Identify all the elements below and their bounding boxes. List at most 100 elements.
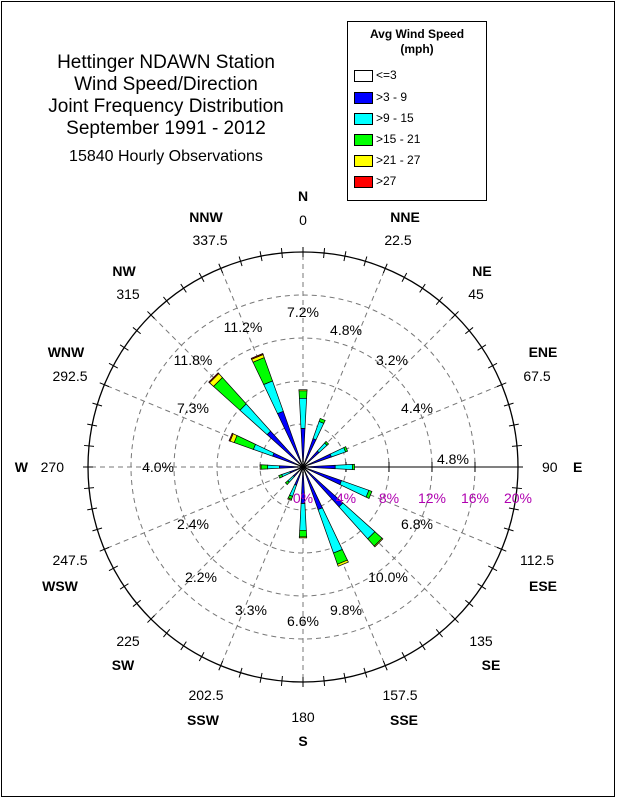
outer-tick	[180, 283, 187, 293]
outer-tick	[198, 651, 205, 662]
outer-tick	[218, 660, 224, 671]
legend-label: <=3	[376, 68, 397, 82]
outer-tick	[503, 527, 514, 532]
outer-tick	[511, 444, 522, 447]
petal-segment	[294, 470, 303, 486]
petal-NNE	[302, 417, 326, 468]
petal-segment	[299, 503, 307, 531]
direction-name-label: NNW	[189, 209, 223, 225]
subtitle: 15840 Hourly Observations	[69, 148, 263, 165]
petal-SE	[302, 466, 384, 548]
petal-segment	[324, 440, 330, 446]
petal-segment	[317, 507, 343, 554]
direction-percent-label: 6.8%	[401, 516, 433, 532]
petal-ESE	[302, 466, 373, 499]
legend: Avg Wind Speed (mph) <=3 >3 - 9 >9 - 15 …	[347, 21, 487, 201]
petal-segment	[279, 465, 298, 469]
petal-segment	[300, 428, 306, 462]
outer-tick	[218, 263, 224, 274]
radial-tick-label: 12%	[418, 490, 446, 506]
petal-segment	[252, 357, 273, 385]
outer-tick	[419, 641, 426, 651]
petal-segment	[298, 390, 308, 399]
outer-tick	[508, 507, 519, 511]
outer-tick	[323, 248, 326, 259]
direction-name-label: ENE	[529, 344, 558, 360]
petal-segment	[373, 537, 384, 548]
outer-tick	[496, 546, 507, 552]
outer-tick	[259, 251, 263, 262]
petal-segment	[329, 447, 347, 458]
outer-tick	[84, 487, 95, 490]
petal-segment	[263, 380, 284, 415]
petal-S	[298, 466, 308, 539]
outer-tick	[343, 672, 347, 683]
outer-tick	[323, 675, 326, 686]
outer-tick	[92, 527, 103, 532]
direction-name-label: S	[298, 733, 307, 749]
legend-label: >9 - 15	[376, 111, 414, 125]
radial-tick-label: 0%	[293, 490, 313, 506]
petal-segment	[352, 463, 355, 471]
direction-percent-label: 9.8%	[330, 602, 362, 618]
direction-name-label: WSW	[42, 578, 79, 594]
petal-segment	[298, 536, 308, 539]
outer-tick	[280, 248, 283, 259]
direction-name-label: ESE	[529, 578, 557, 594]
outer-tick	[487, 565, 498, 572]
outer-tick	[84, 444, 95, 447]
direction-name-label: NNE	[390, 209, 420, 225]
outer-tick	[119, 583, 129, 590]
legend-swatch	[354, 91, 373, 104]
petal-segment	[239, 403, 272, 436]
outer-tick	[238, 256, 243, 267]
direction-degree-label: 90	[542, 459, 558, 475]
direction-name-label: NE	[472, 263, 491, 279]
legend-item: >15 - 21	[354, 132, 420, 146]
direction-percent-label: 4.4%	[401, 400, 433, 416]
direction-percent-label: 11.2%	[224, 319, 263, 335]
direction-name-label: E	[573, 459, 582, 475]
outer-tick	[163, 629, 171, 638]
outer-tick	[259, 672, 263, 683]
legend-swatch	[354, 175, 373, 188]
outer-tick	[382, 660, 388, 671]
outer-tick	[465, 327, 474, 335]
direction-degree-label: 225	[116, 633, 140, 649]
direction-percent-label: 4.0%	[142, 459, 174, 475]
petal-segment	[287, 497, 292, 501]
outer-tick	[119, 344, 129, 351]
petal-segment	[336, 559, 349, 567]
petal-segment	[343, 446, 349, 453]
outer-tick	[99, 546, 110, 552]
outer-tick	[451, 615, 459, 623]
petal-segment	[212, 376, 247, 411]
direction-name-label: SSW	[187, 712, 220, 728]
petal-segment	[250, 353, 264, 360]
outer-tick	[363, 256, 368, 267]
petal-segment	[284, 480, 290, 486]
direction-degree-label: 67.5	[523, 368, 550, 384]
outer-tick	[382, 263, 388, 274]
outer-tick	[343, 251, 347, 262]
outer-tick	[435, 296, 443, 305]
outer-tick	[92, 402, 103, 407]
petal-segment	[318, 417, 326, 424]
petal-segment	[308, 464, 336, 470]
direction-percent-label: 2.4%	[177, 516, 209, 532]
outer-tick	[419, 283, 426, 293]
direction-percent-label: 4.8%	[437, 451, 469, 467]
legend-swatch	[354, 112, 373, 125]
direction-degree-label: 247.5	[52, 552, 87, 568]
petal-NE	[302, 440, 330, 468]
direction-percent-label: 3.2%	[376, 352, 408, 368]
legend-item: >27	[354, 174, 396, 188]
petal-segment	[252, 443, 275, 457]
direction-percent-label: 2.2%	[185, 569, 217, 585]
direction-percent-label: 7.3%	[177, 400, 209, 416]
direction-degree-label: 270	[41, 459, 65, 475]
direction-name-label: W	[15, 459, 29, 475]
legend-label: >21 - 27	[376, 153, 421, 167]
petal-segment	[312, 420, 325, 441]
